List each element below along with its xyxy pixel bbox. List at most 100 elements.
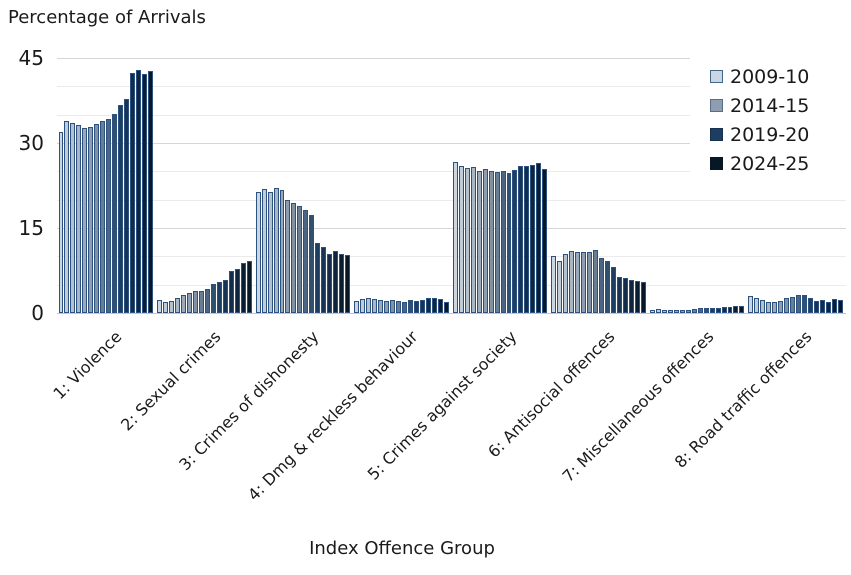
chart-title: Percentage of Arrivals [8, 7, 206, 28]
bar [64, 121, 70, 313]
x-category-label: 3: Crimes of dishonesty [175, 327, 323, 475]
bar [458, 165, 464, 313]
bar [204, 289, 210, 313]
bar [255, 191, 261, 313]
bar [407, 299, 413, 313]
bar [58, 131, 64, 313]
bar [506, 173, 512, 313]
bar [372, 299, 378, 313]
bar [360, 299, 366, 313]
gridline [57, 200, 846, 201]
legend-label: 2019-20 [730, 123, 810, 146]
bar [569, 250, 575, 313]
bar [198, 290, 204, 313]
bar [470, 167, 476, 313]
bar [667, 310, 673, 313]
legend-item: 2019-20 [710, 120, 809, 149]
gridline [57, 228, 846, 229]
bar [452, 162, 458, 313]
bar [488, 171, 494, 313]
legend-swatch-icon [710, 70, 723, 83]
bar [709, 307, 715, 313]
legend-swatch-icon [710, 157, 723, 170]
bar [94, 123, 100, 313]
bar [76, 125, 82, 313]
bar [419, 299, 425, 313]
bar [88, 127, 94, 313]
bar [655, 309, 661, 313]
bar [581, 251, 587, 313]
bar [838, 299, 843, 313]
bar [715, 307, 721, 313]
bar [240, 263, 246, 313]
bar [536, 162, 542, 313]
x-category-label: 4: Dmg & reckless behaviour [243, 327, 422, 505]
x-category-label: 7: Miscellaneous offences [558, 327, 718, 486]
bar [413, 300, 419, 313]
bar [530, 164, 536, 313]
bar [697, 308, 703, 313]
bar [186, 292, 192, 313]
legend-label: 2024-25 [730, 152, 810, 175]
bar [832, 299, 838, 313]
bar [401, 301, 407, 313]
bar [112, 113, 118, 313]
bar [727, 306, 733, 313]
bar [605, 261, 611, 313]
bar [634, 280, 640, 313]
bar [174, 298, 180, 313]
bar [802, 294, 808, 313]
bar [524, 166, 530, 313]
bar [395, 300, 401, 313]
bar [814, 300, 820, 313]
legend-label: 2009-10 [730, 65, 810, 88]
bar [157, 299, 163, 313]
bar [784, 298, 790, 313]
bar [100, 121, 106, 313]
gridline [57, 58, 846, 59]
x-category-label: 8: Road traffic offences [670, 327, 816, 472]
y-tick-label: 0 [31, 301, 44, 325]
bar [118, 105, 124, 313]
bar [820, 299, 826, 313]
bar [303, 210, 309, 313]
bar [425, 298, 431, 313]
bar [611, 266, 616, 313]
bar [575, 251, 581, 313]
bar [339, 253, 345, 313]
x-axis-title: Index Offence Group [309, 538, 495, 559]
legend-label: 2014-15 [730, 94, 810, 117]
legend-item: 2024-25 [710, 149, 809, 178]
bar [378, 299, 384, 313]
bar [70, 123, 76, 313]
bar [661, 310, 667, 313]
bar [673, 310, 679, 313]
x-category-label: 2: Sexual crimes [116, 327, 225, 435]
bar [464, 167, 470, 313]
bar [754, 297, 760, 313]
y-tick-label: 15 [18, 216, 44, 240]
bar [563, 253, 569, 313]
bar [273, 188, 279, 313]
y-tick-label: 45 [18, 46, 44, 70]
bar [216, 282, 222, 313]
legend-item: 2009-10 [710, 62, 809, 91]
bar [390, 299, 395, 313]
bar [826, 301, 832, 313]
bar [142, 73, 148, 313]
bar [384, 300, 390, 313]
bar [649, 309, 655, 313]
gridline [57, 285, 846, 286]
bar [599, 258, 605, 313]
bar [808, 298, 814, 313]
x-axis-line [57, 313, 846, 314]
bar [778, 300, 784, 313]
gridline [57, 143, 846, 144]
bar [210, 284, 216, 313]
bar [106, 118, 112, 313]
bar [622, 278, 628, 313]
bar [796, 294, 802, 313]
legend-swatch-icon [710, 99, 723, 112]
bar [309, 214, 315, 313]
bar [617, 276, 622, 313]
